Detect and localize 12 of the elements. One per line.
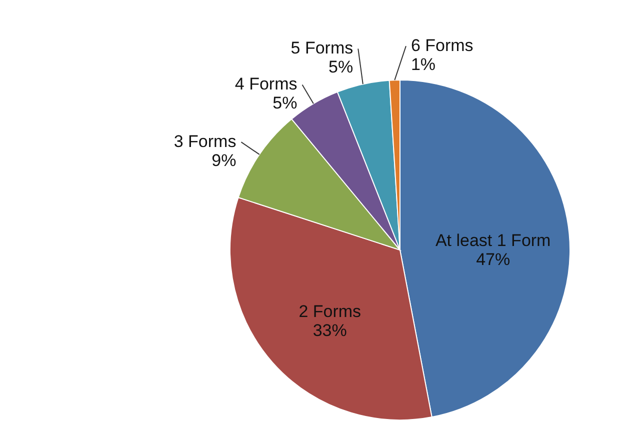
slice-label: 4 Forms bbox=[234, 74, 298, 94]
data-label: 1% bbox=[410, 55, 436, 74]
data-label: 33% bbox=[312, 320, 347, 340]
slice-label: 2 Forms bbox=[298, 302, 362, 321]
data-label: 5% bbox=[328, 58, 354, 77]
data-label: 5% bbox=[272, 94, 298, 113]
slice-label: At least 1 Form bbox=[435, 231, 551, 250]
slice-label: 6 Forms bbox=[410, 36, 474, 56]
data-label: 9% bbox=[212, 151, 236, 170]
slice-label: 5 Forms bbox=[290, 38, 354, 58]
data-label: 47% bbox=[476, 250, 510, 270]
slice-label: 3 Forms bbox=[174, 132, 236, 152]
